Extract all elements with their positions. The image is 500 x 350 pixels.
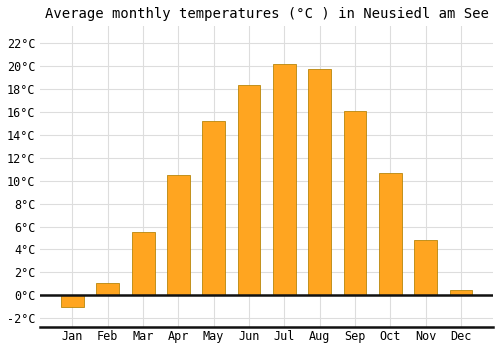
Bar <box>414 240 437 295</box>
Bar <box>167 175 190 295</box>
Bar <box>238 85 260 295</box>
Bar <box>96 283 119 295</box>
Bar <box>132 232 154 295</box>
Bar <box>273 64 296 295</box>
Bar <box>450 289 472 295</box>
Bar <box>379 173 402 295</box>
Bar <box>61 295 84 307</box>
Bar <box>344 111 366 295</box>
Bar <box>202 121 225 295</box>
Bar <box>308 69 331 295</box>
Title: Average monthly temperatures (°C ) in Neusiedl am See: Average monthly temperatures (°C ) in Ne… <box>44 7 488 21</box>
